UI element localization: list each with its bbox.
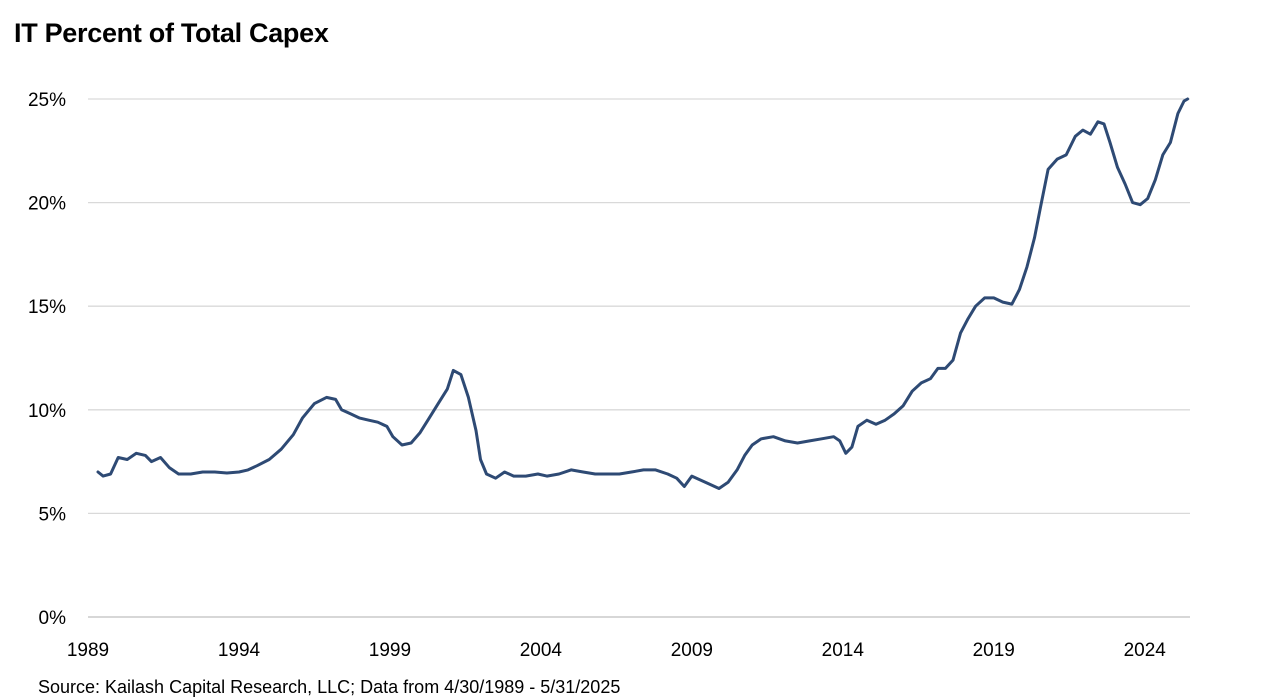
x-tick-label: 2004: [520, 640, 563, 661]
y-tick-label: 15%: [28, 297, 66, 318]
source-note: Source: Kailash Capital Research, LLC; D…: [38, 677, 621, 697]
y-tick-label: 10%: [28, 401, 66, 422]
x-tick-label: 2024: [1124, 640, 1167, 661]
y-tick-label: 25%: [28, 90, 66, 111]
y-tick-label: 0%: [39, 608, 67, 629]
x-axis-tick-labels: 1989 1994 1999 2004 2009 2014 2019 2024: [67, 640, 1166, 661]
x-tick-label: 1999: [369, 640, 411, 661]
x-tick-label: 1994: [218, 640, 261, 661]
x-tick-label: 1989: [67, 640, 109, 661]
x-tick-label: 2014: [822, 640, 865, 661]
y-axis-tick-labels: 0% 5% 10% 15% 20% 25%: [28, 90, 66, 629]
gridlines: [88, 98, 1190, 515]
plot-area: [96, 97, 1190, 490]
y-tick-label: 5%: [39, 504, 67, 525]
y-tick-label: 20%: [28, 194, 66, 215]
series-line: [96, 97, 1190, 490]
x-tick-label: 2019: [973, 640, 1015, 661]
x-tick-label: 2009: [671, 640, 713, 661]
chart-title: IT Percent of Total Capex: [14, 18, 329, 48]
